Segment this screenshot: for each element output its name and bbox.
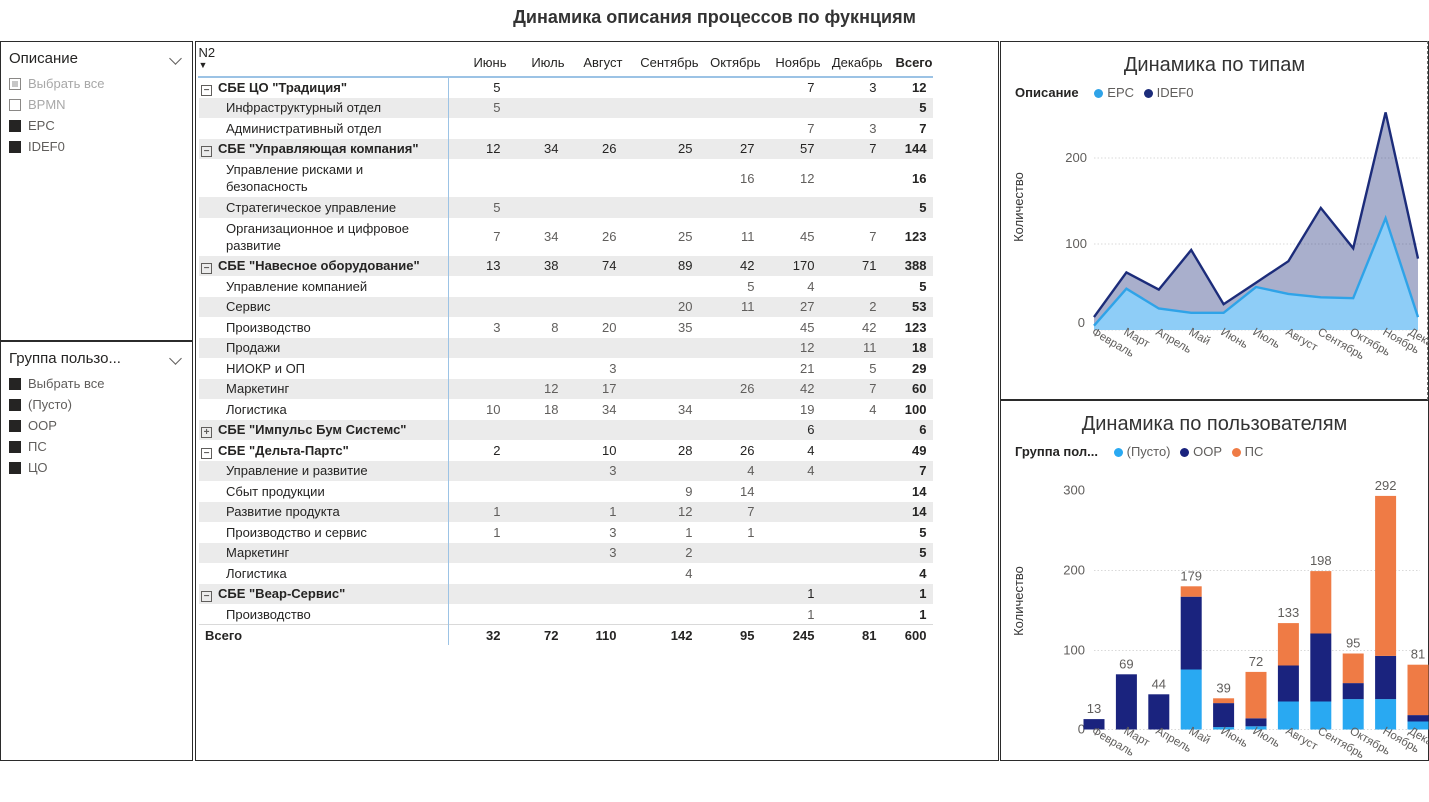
svg-text:Количество: Количество: [1011, 566, 1026, 636]
svg-text:0: 0: [1078, 315, 1085, 330]
svg-text:81: 81: [1411, 647, 1425, 662]
svg-text:Апрель: Апрель: [1154, 725, 1194, 755]
svg-text:292: 292: [1375, 478, 1397, 493]
svg-text:179: 179: [1180, 568, 1202, 583]
svg-text:Июнь: Июнь: [1219, 725, 1250, 750]
svg-text:13: 13: [1087, 701, 1101, 716]
svg-text:300: 300: [1063, 483, 1085, 498]
svg-text:100: 100: [1063, 643, 1085, 658]
svg-text:Апрель: Апрель: [1154, 326, 1194, 356]
svg-text:95: 95: [1346, 636, 1360, 651]
svg-text:39: 39: [1216, 680, 1230, 695]
svg-text:200: 200: [1065, 150, 1087, 165]
svg-text:44: 44: [1152, 676, 1166, 691]
svg-text:72: 72: [1249, 654, 1263, 669]
svg-text:198: 198: [1310, 553, 1332, 568]
svg-text:133: 133: [1278, 605, 1300, 620]
svg-text:Количество: Количество: [1011, 172, 1026, 242]
svg-text:200: 200: [1063, 563, 1085, 578]
svg-text:100: 100: [1065, 236, 1087, 251]
svg-text:69: 69: [1119, 656, 1133, 671]
